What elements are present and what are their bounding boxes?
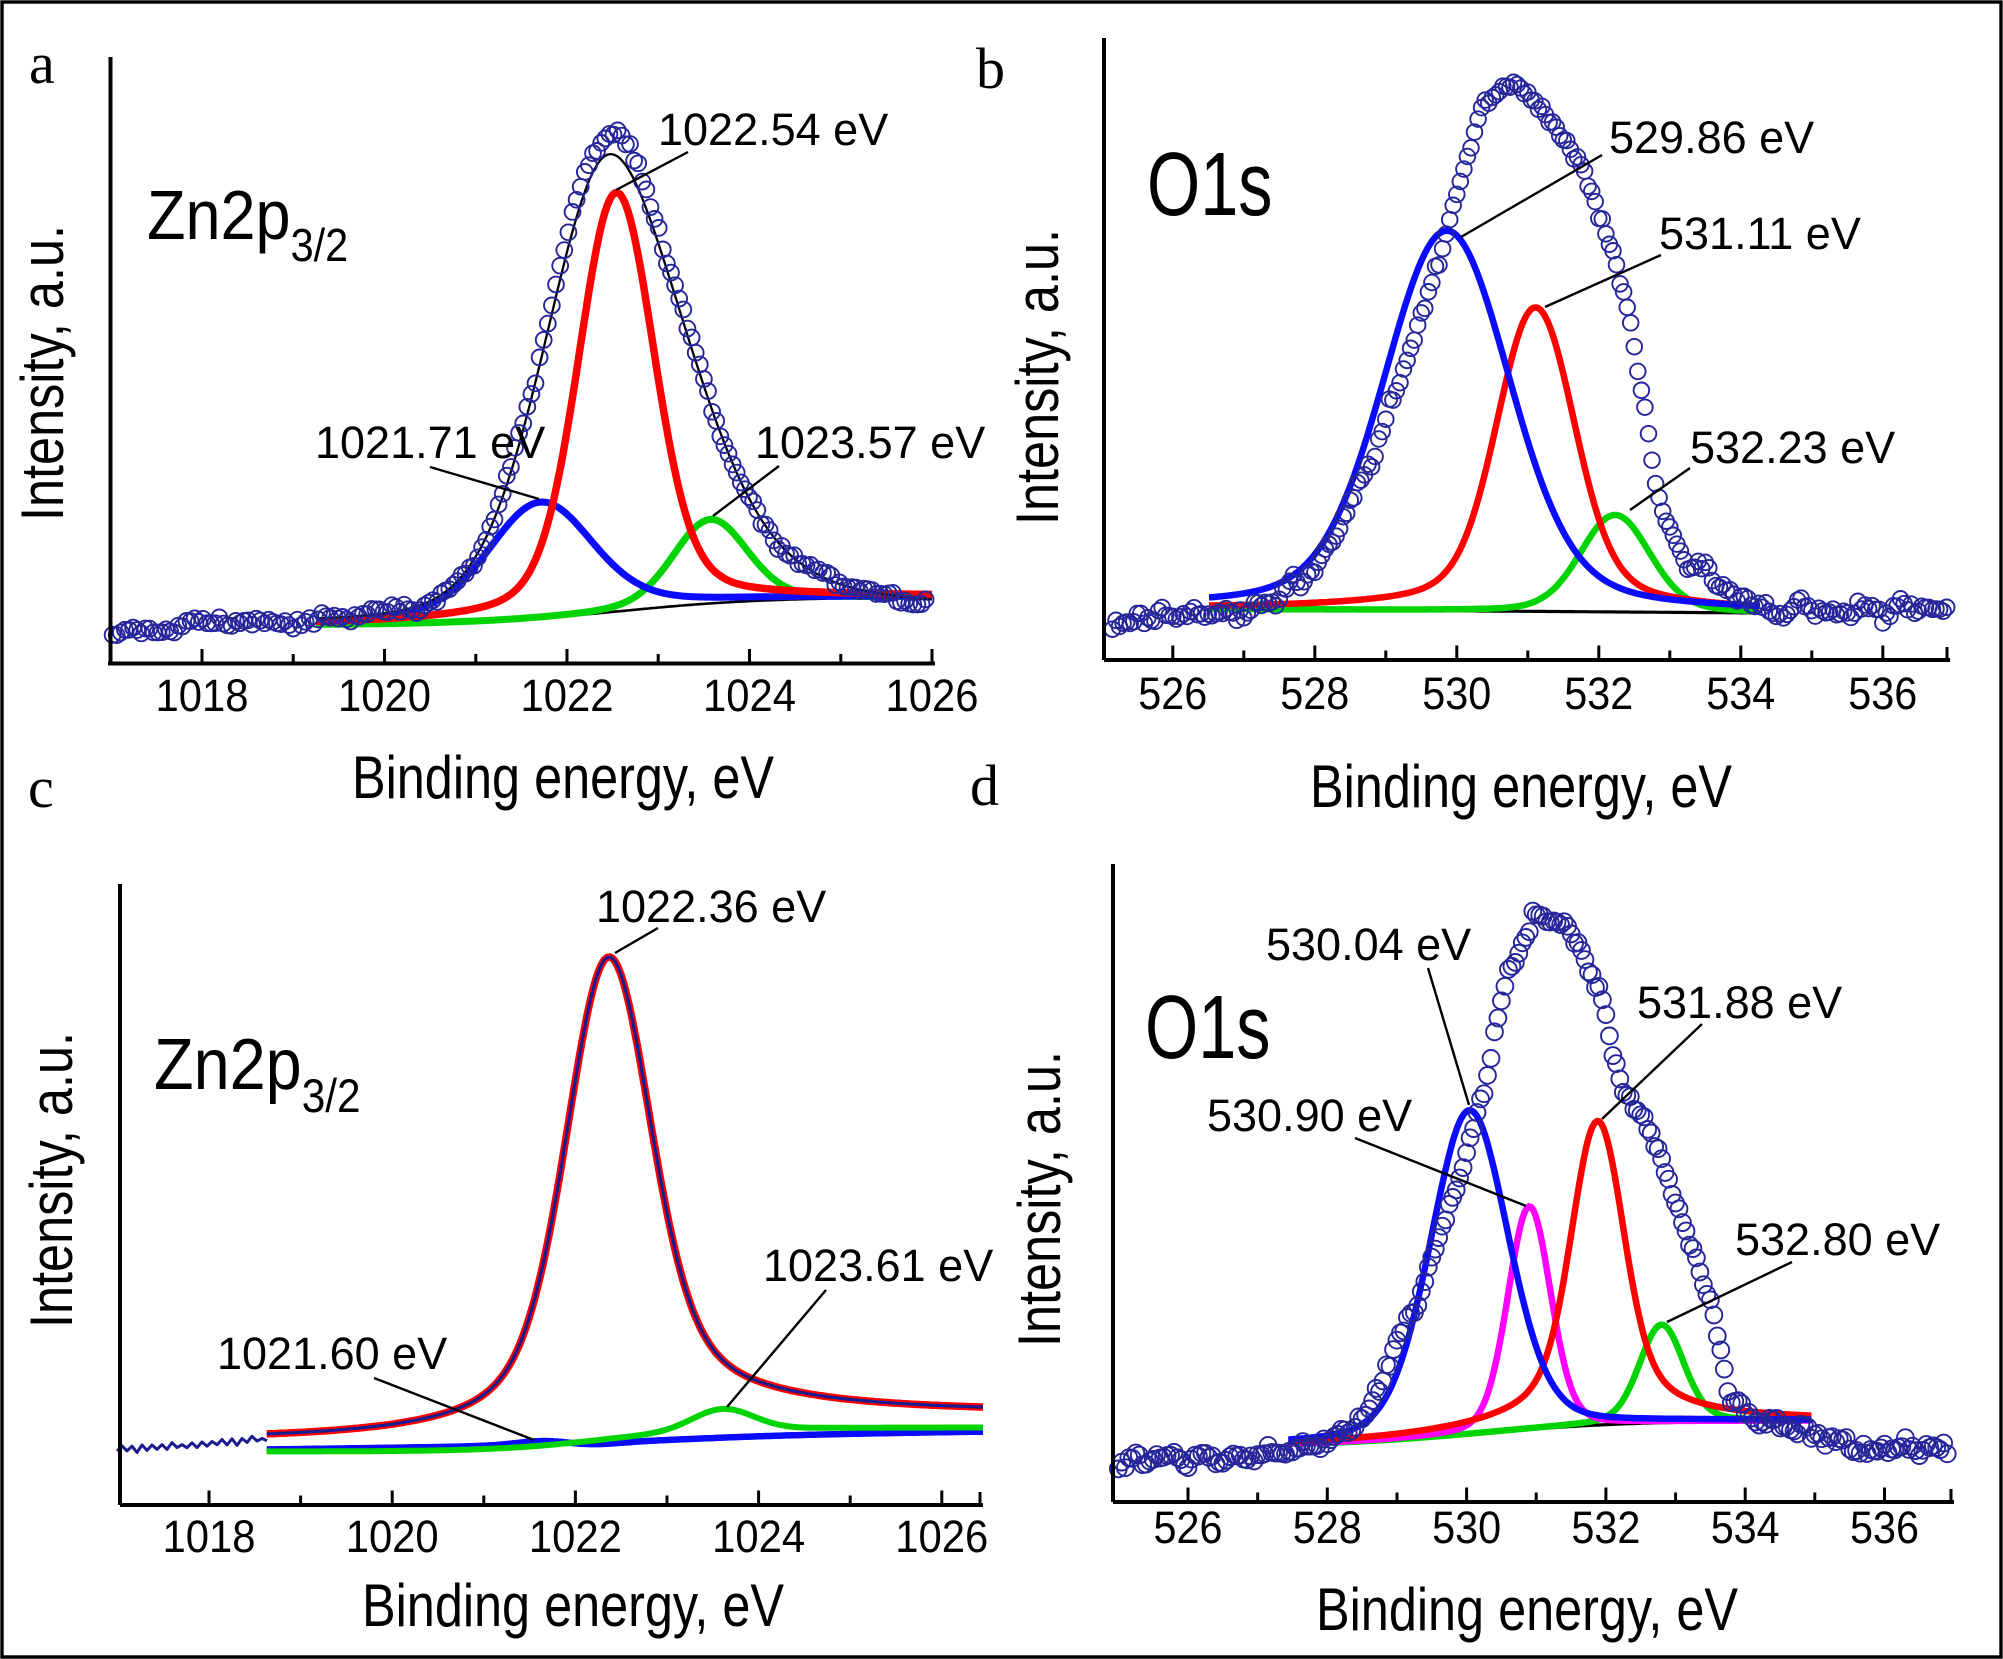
svg-text:528: 528 — [1293, 1502, 1362, 1553]
svg-text:1023.57 eV: 1023.57 eV — [755, 417, 985, 468]
svg-text:536: 536 — [1850, 1502, 1919, 1553]
svg-text:1026: 1026 — [895, 1511, 988, 1562]
svg-text:528: 528 — [1280, 668, 1349, 719]
svg-text:536: 536 — [1848, 668, 1917, 719]
svg-text:526: 526 — [1154, 1502, 1223, 1553]
svg-text:Binding energy, eV: Binding energy, eV — [362, 1572, 784, 1639]
svg-text:a: a — [29, 31, 55, 96]
svg-text:534: 534 — [1706, 668, 1775, 719]
svg-text:530: 530 — [1432, 1502, 1501, 1553]
svg-text:O1s: O1s — [1145, 977, 1270, 1077]
svg-text:532: 532 — [1564, 668, 1633, 719]
svg-text:531.11 eV: 531.11 eV — [1659, 208, 1861, 259]
svg-text:532: 532 — [1571, 1502, 1640, 1553]
svg-text:O1s: O1s — [1147, 134, 1272, 234]
svg-text:d: d — [970, 753, 999, 818]
svg-text:532.23 eV: 532.23 eV — [1690, 422, 1895, 473]
svg-text:529.86 eV: 529.86 eV — [1609, 112, 1814, 163]
svg-text:c: c — [28, 755, 54, 820]
svg-text:Binding energy, eV: Binding energy, eV — [352, 744, 774, 811]
svg-text:1026: 1026 — [886, 670, 979, 721]
svg-text:Binding energy, eV: Binding energy, eV — [1310, 753, 1732, 820]
svg-text:1023.61 eV: 1023.61 eV — [763, 1240, 993, 1291]
svg-text:1024: 1024 — [703, 670, 796, 721]
svg-text:b: b — [976, 36, 1005, 101]
svg-text:Binding energy, eV: Binding energy, eV — [1316, 1576, 1738, 1643]
svg-text:531.88 eV: 531.88 eV — [1637, 977, 1842, 1028]
svg-text:530: 530 — [1422, 668, 1491, 719]
svg-text:Intensity, a.u.: Intensity, a.u. — [1004, 229, 1071, 525]
svg-text:530.90 eV: 530.90 eV — [1207, 1090, 1412, 1141]
svg-text:532.80 eV: 532.80 eV — [1735, 1214, 1940, 1265]
svg-text:1020: 1020 — [346, 1511, 439, 1562]
svg-text:1022: 1022 — [529, 1511, 622, 1562]
svg-text:1021.71 eV: 1021.71 eV — [315, 417, 545, 468]
svg-text:1022.36 eV: 1022.36 eV — [596, 881, 826, 932]
svg-text:1024: 1024 — [712, 1511, 805, 1562]
svg-text:Intensity, a.u.: Intensity, a.u. — [18, 1032, 85, 1328]
svg-text:1022: 1022 — [521, 670, 614, 721]
svg-text:1018: 1018 — [156, 670, 249, 721]
svg-text:534: 534 — [1711, 1502, 1780, 1553]
svg-text:526: 526 — [1138, 668, 1207, 719]
svg-text:1018: 1018 — [163, 1511, 256, 1562]
svg-text:Intensity, a.u.: Intensity, a.u. — [1006, 1051, 1073, 1347]
svg-text:530.04 eV: 530.04 eV — [1266, 919, 1471, 970]
svg-text:Intensity, a.u.: Intensity, a.u. — [9, 225, 76, 521]
svg-text:1022.54 eV: 1022.54 eV — [658, 104, 888, 155]
svg-text:1020: 1020 — [338, 670, 431, 721]
svg-text:1021.60 eV: 1021.60 eV — [217, 1328, 447, 1379]
